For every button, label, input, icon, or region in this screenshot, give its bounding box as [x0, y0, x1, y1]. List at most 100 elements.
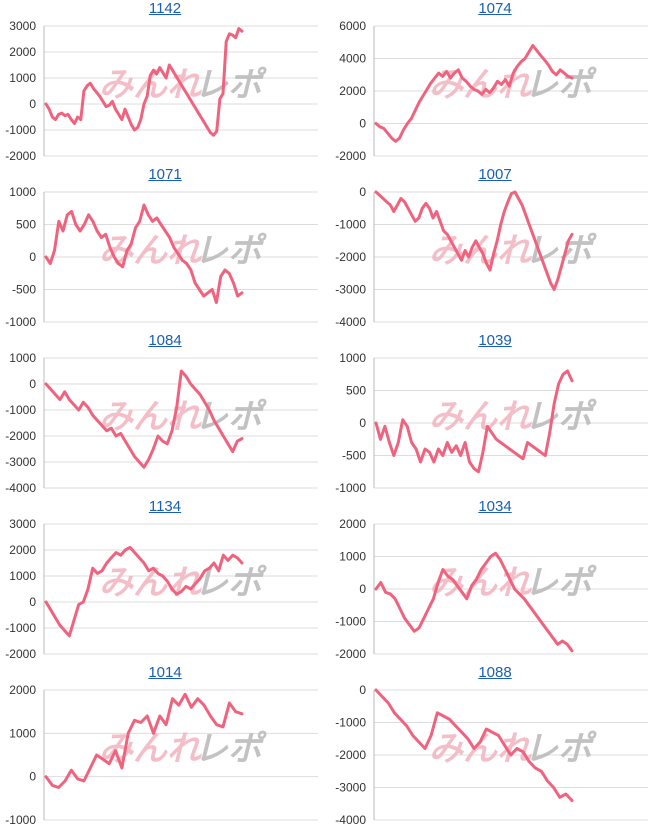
- chart-panel-1034: 2000 1000 0 -1000 -2000 みんれ レポ 1034: [330, 498, 660, 664]
- chart-title-link[interactable]: 1007: [478, 166, 512, 183]
- y-tick-label: 0: [359, 117, 366, 131]
- chart-panel-1134: 3000 2000 1000 0 -1000 -2000 みんれ レポ 1134: [0, 498, 330, 664]
- watermark-text-left: みんれ: [99, 729, 202, 769]
- chart-panel-1142: 3000 2000 1000 0 -1000 -2000 みんれ レポ 1142: [0, 0, 330, 166]
- y-tick-label: -1000: [5, 123, 36, 137]
- watermark-text-left: みんれ: [429, 65, 532, 105]
- chart-panel-1014: 2000 1000 0 -1000 みんれ レポ 1014: [0, 664, 330, 830]
- y-tick-label: 0: [29, 97, 36, 111]
- y-tick-label: 1000: [9, 185, 36, 199]
- y-tick-label: -2000: [5, 429, 36, 443]
- chart-panel-1084: 1000 0 -1000 -2000 -3000 -4000 みんれ レポ 1084: [0, 332, 330, 498]
- y-tick-label: 500: [16, 218, 36, 232]
- series-line: [44, 27, 244, 137]
- chart-panel-1074: 6000 4000 2000 0 -2000 みんれ レポ 1074: [330, 0, 660, 166]
- y-tick-label: 1000: [9, 726, 36, 740]
- y-tick-label: -1000: [5, 403, 36, 417]
- y-tick-label: 0: [29, 377, 36, 391]
- watermark-text-right: レポ: [194, 231, 267, 271]
- series-line: [374, 369, 574, 474]
- y-tick-label: -1000: [5, 813, 36, 827]
- y-tick-label: 2000: [9, 683, 36, 697]
- chart-title-link[interactable]: 1014: [148, 664, 182, 681]
- y-tick-label: -1000: [335, 481, 366, 495]
- chart-title-link[interactable]: 1088: [478, 664, 512, 681]
- chart-title-link[interactable]: 1084: [148, 332, 182, 349]
- watermark-text-right: レポ: [194, 729, 267, 769]
- y-tick-label: 2000: [339, 84, 366, 98]
- series-line: [44, 692, 244, 789]
- y-tick-label: -500: [342, 449, 366, 463]
- series-line: [374, 44, 574, 143]
- y-tick-label: 6000: [339, 19, 366, 33]
- y-tick-label: 3000: [9, 517, 36, 531]
- y-tick-label: 0: [29, 250, 36, 264]
- chart-title-link[interactable]: 1034: [478, 498, 512, 515]
- y-tick-label: 1000: [9, 351, 36, 365]
- chart-panel-1007: 0 -1000 -2000 -3000 -4000 みんれ レポ 1007: [330, 166, 660, 332]
- y-tick-label: -1000: [335, 615, 366, 629]
- series-line: [374, 551, 574, 653]
- chart-panel-1071: 1000 500 0 -500 -1000 みんれ レポ 1071: [0, 166, 330, 332]
- y-tick-label: -3000: [335, 283, 366, 297]
- y-tick-label: -1000: [5, 621, 36, 635]
- y-tick-label: -4000: [335, 813, 366, 827]
- series-line: [374, 190, 574, 291]
- watermark-text-right: レポ: [524, 729, 597, 769]
- y-tick-label: 500: [346, 384, 366, 398]
- y-tick-label: 2000: [9, 45, 36, 59]
- y-tick-label: -1000: [5, 315, 36, 329]
- chart-title-link[interactable]: 1142: [148, 0, 182, 17]
- y-tick-label: -3000: [335, 781, 366, 795]
- y-tick-label: -1000: [335, 716, 366, 730]
- y-tick-label: 2000: [9, 543, 36, 557]
- chart-title-link[interactable]: 1039: [478, 332, 512, 349]
- y-tick-label: 1000: [339, 351, 366, 365]
- y-tick-label: -2000: [335, 250, 366, 264]
- y-tick-label: -2000: [335, 149, 366, 163]
- series-line: [44, 545, 244, 638]
- watermark-text-left: みんれ: [429, 397, 532, 437]
- watermark-text-left: みんれ: [99, 65, 202, 105]
- y-tick-label: 0: [29, 595, 36, 609]
- chart-title-link[interactable]: 1071: [148, 166, 182, 183]
- y-tick-label: -500: [12, 283, 36, 297]
- y-tick-label: 0: [359, 683, 366, 697]
- y-tick-label: 1000: [339, 550, 366, 564]
- y-tick-label: -3000: [5, 455, 36, 469]
- y-tick-label: 0: [359, 416, 366, 430]
- y-tick-label: 1000: [9, 71, 36, 85]
- y-tick-label: 3000: [9, 19, 36, 33]
- y-tick-label: -1000: [335, 218, 366, 232]
- chart-title-link[interactable]: 1074: [478, 0, 512, 17]
- y-tick-label: -2000: [5, 647, 36, 661]
- y-tick-label: 0: [359, 185, 366, 199]
- watermark-text-right: レポ: [524, 563, 597, 603]
- chart-title-link[interactable]: 1134: [148, 498, 182, 515]
- series-line: [374, 688, 574, 802]
- y-tick-label: 2000: [339, 517, 366, 531]
- series-line: [44, 369, 244, 469]
- series-line: [44, 203, 244, 304]
- watermark-text-left: みんれ: [99, 397, 202, 437]
- y-tick-label: 4000: [339, 52, 366, 66]
- watermark-text-left: みんれ: [99, 231, 202, 271]
- y-tick-label: 0: [29, 770, 36, 784]
